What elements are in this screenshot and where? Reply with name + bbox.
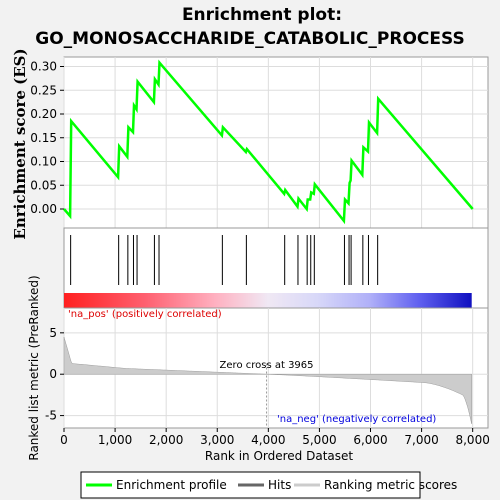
es-y-tick-label: 0.25 <box>30 83 57 97</box>
es-y-tick-label: 0.30 <box>30 60 57 74</box>
negative-correlation-label: 'na_neg' (negatively correlated) <box>277 414 436 425</box>
es-y-axis-label: Enrichment score (ES) <box>11 48 29 239</box>
metric-y-tick-label: 0 <box>49 367 57 381</box>
chart-title-line2: GO_MONOSACCHARIDE_CATABOLIC_PROCESS <box>35 29 464 49</box>
es-y-tick-label: 0.05 <box>30 178 57 192</box>
x-tick-label: 3,000 <box>200 433 234 447</box>
metric-panel-frame <box>63 307 489 429</box>
x-axis-label: Rank in Ordered Dataset <box>205 449 353 463</box>
es-y-tick-label: 0.00 <box>30 202 57 216</box>
es-panel: 0.00 0.05 0.10 0.15 0.20 0.25 0.30 <box>30 56 489 229</box>
metric-panel: 5 0 -5 Zero cross at 3965 'na_pos' (positi… <box>45 307 489 429</box>
x-tick-label: 2,000 <box>149 433 183 447</box>
x-axis-ticks: 0 1,000 2,000 3,000 4,000 5,000 6,000 7,000 8,00… <box>60 428 490 447</box>
es-y-tick-label: 0.10 <box>30 155 57 169</box>
x-tick-label: 1,000 <box>98 433 132 447</box>
enrichment-profile-line <box>63 59 474 225</box>
ranking-metric-area <box>63 336 472 424</box>
hit-lines <box>70 235 379 285</box>
x-tick-label: 5,000 <box>302 433 336 447</box>
hits-panel <box>63 227 489 309</box>
es-panel-frame <box>63 56 489 229</box>
ranking-color-bar <box>64 293 472 308</box>
legend: Enrichment profile Hits Ranking metric s… <box>80 471 457 499</box>
positive-correlation-label: 'na_pos' (positively correlated) <box>68 309 222 320</box>
metric-y-ticks: 5 0 -5 <box>45 326 64 423</box>
legend-label-enrichment-profile: Enrichment profile <box>116 478 227 492</box>
zero-cross-label: Zero cross at 3965 <box>220 360 314 371</box>
x-tick-label: 8,000 <box>455 433 489 447</box>
x-tick-label: 7,000 <box>404 433 438 447</box>
metric-y-tick-label: 5 <box>49 326 57 340</box>
x-tick-label: 0 <box>60 433 68 447</box>
es-y-tick-label: 0.15 <box>30 131 57 145</box>
x-tick-label: 6,000 <box>353 433 387 447</box>
x-tick-label: 4,000 <box>251 433 285 447</box>
es-grid <box>63 57 488 228</box>
metric-y-axis-label: Ranked list metric (PreRanked) <box>27 275 41 460</box>
metric-y-tick-label: -5 <box>45 409 57 423</box>
es-y-tick-label: 0.20 <box>30 107 57 121</box>
chart-title-line1: Enrichment plot: <box>182 5 342 25</box>
legend-label-hits: Hits <box>268 478 291 492</box>
legend-label-ranking-metric: Ranking metric scores <box>324 478 457 492</box>
es-y-ticks: 0.00 0.05 0.10 0.15 0.20 0.25 0.30 <box>30 60 64 216</box>
